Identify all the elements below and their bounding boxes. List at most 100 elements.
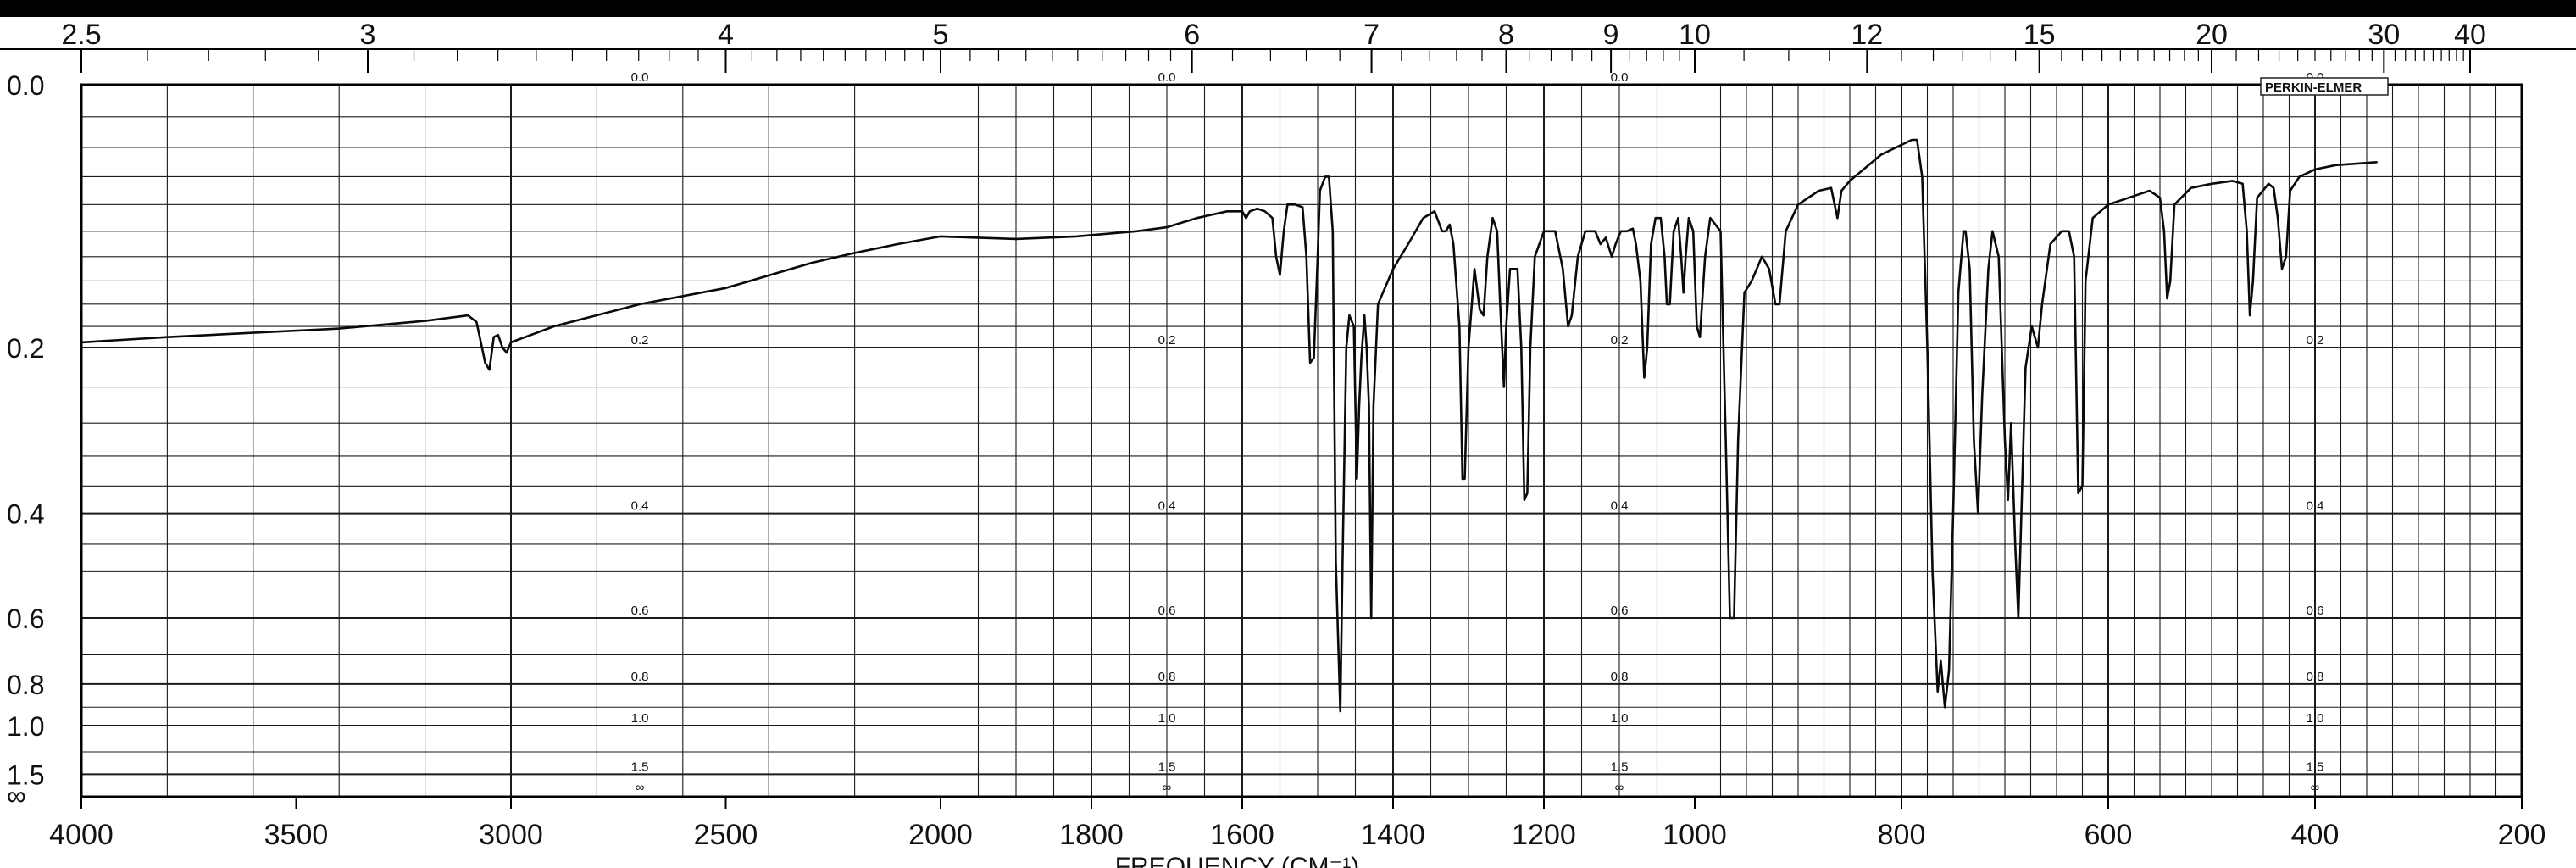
spectrum-point	[1977, 512, 1979, 515]
spectrum-point	[1516, 268, 1518, 270]
spectrum-point	[1505, 326, 1507, 327]
spectrum-point	[2251, 280, 2254, 282]
spectrum-point	[1577, 255, 1579, 258]
spectrum-point	[1452, 243, 1455, 245]
spectrum-point	[1650, 243, 1652, 245]
spectrum-point	[1626, 230, 1628, 232]
inline-absorbance-label: 0.4	[2307, 499, 2324, 514]
spectrum-point	[2020, 512, 2023, 515]
bottom-tick-label: 600	[2085, 819, 2133, 851]
inline-absorbance-label: ∞	[636, 780, 645, 794]
top-tick-label: 5	[933, 19, 949, 51]
spectrum-point	[1294, 203, 1296, 206]
spectrum-point	[1635, 243, 1637, 245]
inline-absorbance-label: 0.8	[1611, 670, 1629, 684]
spectrum-trace	[80, 138, 2378, 713]
spectrum-point	[338, 327, 341, 330]
spectrum-point	[1283, 230, 1285, 232]
spectrum-point	[2018, 617, 2019, 619]
spectrum-point	[1373, 404, 1374, 407]
spectrum-point	[853, 252, 856, 254]
brand-box: PERKIN-ELMER	[2260, 77, 2389, 96]
spectrum-point	[1341, 559, 1344, 562]
left-tick-label: 0.8	[7, 670, 44, 700]
spectrum-point	[1462, 477, 1463, 480]
top-tick-label: 7	[1363, 19, 1380, 51]
spectrum-point	[1534, 255, 1536, 258]
spectrum-point	[497, 334, 499, 336]
inline-absorbance-label: 1.0	[2307, 711, 2324, 726]
spectrum-point	[2231, 180, 2234, 182]
spectrum-point	[1530, 347, 1531, 348]
plot-border	[80, 83, 2523, 798]
spectrum-point	[1619, 230, 1622, 232]
spectrum-point	[1719, 230, 1722, 232]
spectrum-point	[2249, 314, 2251, 316]
chart-grid	[81, 85, 2522, 797]
top-tick-label: 20	[2196, 19, 2228, 51]
spectrum-point	[1302, 206, 1304, 209]
spectrum-point	[484, 362, 486, 364]
spectrum-point	[1571, 314, 1573, 316]
spectrum-point	[80, 342, 82, 343]
spectrum-point	[2030, 326, 2033, 327]
spectrum-point	[2273, 186, 2275, 189]
spectrum-point	[1737, 439, 1740, 441]
inline-absorbance-label: 0.0	[1158, 70, 1176, 85]
inline-absorbance-label: 1.0	[1611, 711, 1629, 726]
top-tick-label: 8	[1498, 19, 1514, 51]
inline-absorbance-label: 0.6	[631, 604, 649, 618]
top-tick-label: 4	[718, 19, 734, 51]
spectrum-point	[1339, 710, 1341, 712]
spectrum-point	[2277, 217, 2279, 220]
spectrum-trace-group	[80, 138, 2379, 713]
spectrum-point	[1797, 203, 1799, 206]
spectrum-point	[1313, 357, 1315, 359]
spectrum-point	[1643, 376, 1646, 379]
spectrum-point	[1785, 230, 1787, 232]
spectrum-point	[2041, 303, 2043, 305]
spectrum-point	[1368, 404, 1370, 407]
bottom-tick-label: 200	[2498, 819, 2546, 851]
spectrum-point	[2376, 161, 2379, 164]
spectrum-point	[1663, 255, 1666, 258]
spectrum-point	[1696, 326, 1698, 327]
spectrum-point	[1751, 280, 1753, 282]
spectrum-point	[467, 314, 469, 316]
bottom-tick-label: 1200	[1512, 819, 1576, 851]
top-band	[0, 0, 2576, 17]
inline-absorbance-label: 0.4	[631, 499, 649, 514]
spectrum-point	[1973, 439, 1975, 441]
inline-absorbance-label: 0.8	[1158, 670, 1176, 684]
spectrum-point	[1328, 175, 1330, 178]
spectrum-point	[2159, 197, 2161, 199]
left-tick-label: 0.0	[7, 70, 44, 101]
bottom-tick-label: 2500	[694, 819, 758, 851]
top-tick-label: 15	[2024, 19, 2056, 51]
left-tick-label: 1.5	[7, 760, 44, 790]
spectrum-point	[1015, 238, 1017, 240]
spectrum-point	[1818, 190, 1820, 192]
spectrum-point	[424, 320, 426, 322]
spectrum-point	[1921, 175, 1924, 178]
spectrum-point	[1499, 303, 1502, 305]
spectrum-point	[1241, 210, 1243, 213]
spectrum-point	[1245, 217, 1247, 220]
top-tick-label: 6	[1184, 19, 1200, 51]
spectrum-point	[1520, 347, 1523, 348]
spectrum-point	[502, 347, 503, 348]
spectrum-point	[1365, 347, 1368, 348]
spectrum-point	[1271, 217, 1274, 220]
inline-absorbance-label: 0.8	[631, 670, 649, 684]
spectrum-point	[506, 352, 508, 353]
spectrum-point	[977, 236, 980, 239]
spectrum-point	[2037, 347, 2039, 348]
spectrum-point	[1317, 255, 1319, 258]
bottom-tick-label: 1000	[1663, 819, 1727, 851]
inline-absorbance-label: 0.6	[2307, 604, 2324, 618]
bottom-tick-label: 800	[1878, 819, 1926, 851]
inline-absorbance-label: 0.4	[1158, 499, 1176, 514]
bottom-tick-label: 400	[2291, 819, 2340, 851]
spectrum-point	[2314, 169, 2316, 170]
spectrum-point	[2049, 243, 2051, 245]
